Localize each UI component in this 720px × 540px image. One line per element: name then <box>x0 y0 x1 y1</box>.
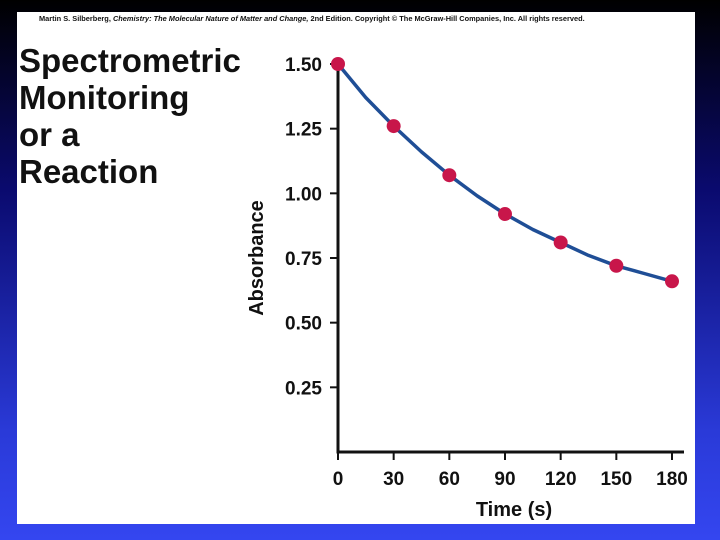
slide: Martin S. Silberberg, Chemistry: The Mol… <box>17 12 695 524</box>
y-tick-label: 0.25 <box>285 378 322 399</box>
x-tick-label: 90 <box>494 469 515 490</box>
copyright-edition: 2nd Edition. <box>310 14 353 23</box>
data-point <box>498 207 512 222</box>
data-point <box>442 168 457 183</box>
y-axis-label: Absorbance <box>246 200 268 316</box>
data-point <box>386 119 401 134</box>
title-line-4: Reaction <box>19 153 159 190</box>
y-tick-label: 0.50 <box>285 314 322 335</box>
slide-title: Spectrometric Monitoring or a Reaction <box>19 42 289 190</box>
fit-curve-line <box>336 62 673 283</box>
data-point <box>665 274 679 289</box>
title-line-2: Monitoring <box>19 79 190 116</box>
title-line-3: or a <box>19 116 80 153</box>
data-point <box>331 57 345 71</box>
title-line-1: Spectrometric <box>19 42 241 79</box>
copyright-notice: Martin S. Silberberg, Chemistry: The Mol… <box>39 14 689 23</box>
data-point <box>553 235 568 250</box>
y-tick-label: 1.50 <box>285 55 322 76</box>
y-tick-label: 0.75 <box>285 249 322 270</box>
x-tick-label: 0 <box>333 469 344 490</box>
fit-curve-layer <box>336 62 673 283</box>
x-tick-label: 30 <box>383 469 404 490</box>
y-tick-label: 1.00 <box>285 184 322 205</box>
data-point <box>609 258 624 273</box>
x-tick-label: 120 <box>545 469 577 490</box>
chart-ticks: 0.25 0.50 0.75 1.00 1.25 1.50 0 30 60 90 120 150 180 <box>285 55 688 490</box>
x-tick-label: 180 <box>656 469 688 490</box>
copyright-text: Copyright © The McGraw-Hill Companies, I… <box>354 14 585 23</box>
x-axis-label: Time (s) <box>476 499 552 521</box>
chart-axes <box>336 58 684 454</box>
x-tick-label: 60 <box>439 469 460 490</box>
copyright-author: Martin S. Silberberg, <box>39 14 111 23</box>
data-points-layer <box>331 57 679 289</box>
copyright-book-title: Chemistry: The Molecular Nature of Matte… <box>112 14 309 23</box>
x-tick-label: 150 <box>600 469 632 490</box>
y-tick-label: 1.25 <box>285 120 322 141</box>
